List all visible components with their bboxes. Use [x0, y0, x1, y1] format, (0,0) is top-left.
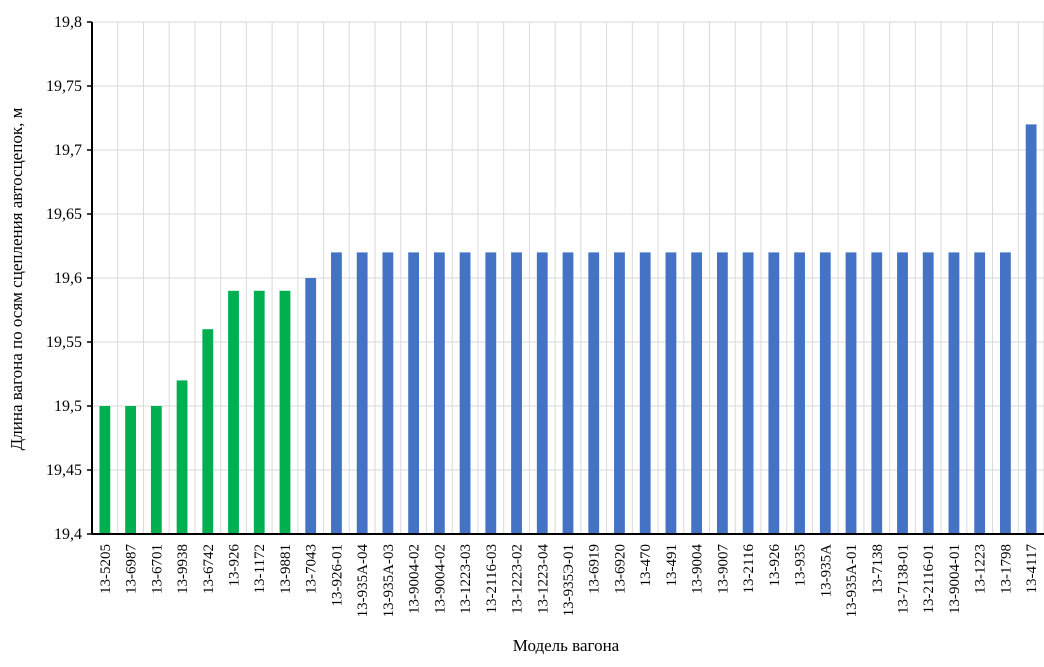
x-tick-label: 13-926 — [767, 544, 783, 587]
bar — [974, 252, 986, 534]
x-tick-label: 13-926 — [227, 544, 243, 587]
x-tick-label: 13-935А-01 — [844, 544, 860, 617]
axis-layer — [87, 21, 1044, 535]
bar — [459, 252, 471, 534]
bar — [639, 252, 651, 534]
x-tick-label: 13-6919 — [587, 544, 603, 594]
y-tick-label: 19,7 — [54, 142, 82, 159]
x-tick-label: 13-1172 — [252, 544, 268, 593]
x-tick-label: 13-5205 — [98, 544, 114, 594]
x-tick-label: 13-7138 — [870, 544, 886, 594]
x-tick-label: 13-9004-01 — [947, 544, 963, 614]
x-tick-label: 13-9007 — [715, 544, 731, 594]
bar — [382, 252, 394, 534]
x-tick-label: 13-935Э-01 — [561, 544, 577, 616]
bar — [691, 252, 703, 534]
bar — [716, 252, 728, 534]
x-tick-label: 13-7043 — [304, 544, 320, 594]
x-tick-label: 13-935А-04 — [355, 544, 371, 618]
bar — [819, 252, 831, 534]
bar — [871, 252, 883, 534]
bar — [202, 329, 214, 534]
x-tick-label: 13-6987 — [124, 544, 140, 594]
bar — [845, 252, 857, 534]
bar — [305, 278, 317, 534]
y-tick-label: 19,45 — [46, 462, 82, 479]
bar — [665, 252, 677, 534]
bar — [1025, 124, 1037, 535]
bar — [742, 252, 754, 534]
y-tick-label: 19,65 — [46, 206, 82, 223]
x-tick-label: 13-1223-03 — [458, 544, 474, 614]
bar — [922, 252, 934, 534]
x-tick-label: 13-9004 — [690, 544, 706, 594]
bar — [588, 252, 600, 534]
x-tick-label: 13-7138-01 — [895, 544, 911, 614]
x-tick-label: 13-6742 — [201, 544, 217, 594]
bar — [150, 406, 162, 534]
bar — [794, 252, 805, 534]
x-tick-label: 13-9004-02 — [432, 544, 448, 614]
bar — [562, 252, 574, 534]
bar — [948, 252, 960, 534]
bar — [279, 290, 291, 534]
bar-layer — [99, 124, 1037, 535]
bar — [614, 252, 625, 534]
x-tick-label: 13-6920 — [612, 544, 628, 594]
x-tick-label: 13-4117 — [1024, 544, 1040, 594]
bar — [485, 252, 497, 534]
y-tick-label: 19,55 — [46, 334, 82, 351]
x-tick-label: 13-935А-03 — [381, 544, 397, 617]
x-tick-label: 13-935А — [818, 544, 834, 597]
x-tick-label: 13-9881 — [278, 544, 294, 594]
x-tick-label: 13-1223 — [973, 544, 989, 594]
y-tick-label: 19,8 — [54, 14, 82, 31]
bar — [897, 252, 908, 534]
bar — [253, 290, 265, 534]
x-tick-label: 13-470 — [638, 544, 654, 587]
bar — [228, 290, 239, 534]
x-tick-label: 13-2116-03 — [484, 544, 500, 613]
x-tick-label: 13-2116-01 — [921, 544, 937, 613]
label-layer: 19,4 19,45 19,5 19,55 19,6 19,65 19,7 19,75 19,8… — [46, 14, 1040, 617]
x-tick-label: 13-1223-04 — [535, 544, 551, 614]
x-tick-label: 13-2116 — [741, 544, 757, 594]
x-tick-label: 13-491 — [664, 544, 680, 587]
bar — [536, 252, 548, 534]
bar — [1000, 252, 1011, 534]
grid-layer — [92, 21, 1044, 534]
x-tick-label: 13-1798 — [998, 544, 1014, 594]
bar — [408, 252, 420, 534]
x-tick-label: 13-6701 — [149, 544, 165, 594]
x-tick-label: 13-935 — [793, 544, 809, 587]
bar — [768, 252, 780, 534]
y-tick-label: 19,5 — [54, 398, 82, 415]
x-tick-label: 13-1223-02 — [510, 544, 526, 614]
bar — [176, 380, 188, 534]
bar — [125, 406, 136, 534]
bar — [99, 406, 111, 534]
y-tick-label: 19,75 — [46, 78, 82, 95]
bar — [331, 252, 342, 534]
x-axis-title: Модель вагона — [513, 636, 620, 655]
y-tick-label: 19,4 — [54, 526, 82, 543]
x-tick-label: 13-9004-02 — [407, 544, 423, 614]
bar — [511, 252, 522, 534]
y-axis-title: Длина вагона по осям сцепления автосцепо… — [7, 107, 26, 450]
bar — [356, 252, 368, 534]
x-tick-label: 13-9938 — [175, 544, 191, 594]
x-tick-label: 13-926-01 — [329, 544, 345, 607]
bar — [433, 252, 445, 534]
y-tick-label: 19,6 — [54, 270, 82, 287]
